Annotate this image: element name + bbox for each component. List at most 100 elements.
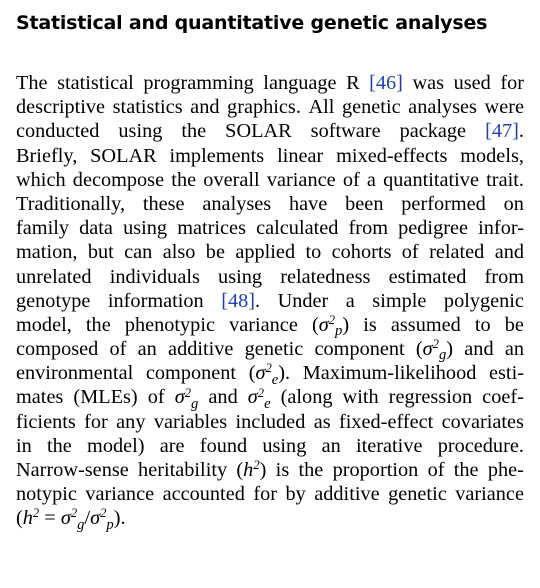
body-paragraph: The statistical programming language R [46] wa… — [16, 71, 524, 533]
word: been — [345, 192, 384, 215]
word: applied — [235, 241, 296, 264]
word: using — [218, 265, 263, 288]
word: as — [313, 410, 331, 433]
word: coef- — [482, 386, 524, 409]
word: quantitative — [383, 168, 479, 191]
word: implements — [169, 144, 265, 167]
word: is — [363, 313, 377, 336]
word: fixed-effect — [338, 410, 434, 433]
word: polygenic — [443, 289, 524, 312]
word: related — [429, 241, 485, 264]
word: variables — [153, 410, 228, 433]
word: R — [346, 72, 360, 94]
word: (along — [280, 386, 333, 409]
word: Under — [277, 289, 329, 312]
word: variance — [266, 168, 336, 191]
word: from — [484, 265, 524, 288]
word: have — [289, 192, 328, 215]
word: the — [181, 120, 207, 143]
word: covariates — [441, 410, 524, 433]
word: be — [504, 313, 524, 336]
word: estimated — [388, 265, 467, 288]
word: were — [484, 96, 524, 119]
word: and — [464, 338, 494, 361]
word: using — [123, 217, 168, 240]
word: infor- — [478, 217, 524, 240]
word: ficients — [16, 410, 76, 433]
word: mation, — [16, 241, 78, 264]
word: σ2e — [247, 385, 271, 412]
section-heading: Statistical and quantitative genetic ana… — [16, 12, 488, 34]
text-line: Narrow-sense heritability (h2) is the proport… — [16, 458, 524, 482]
citation-link[interactable]: [47] — [485, 120, 519, 143]
word: of — [427, 459, 445, 481]
word: proportion — [332, 459, 419, 481]
word: and — [208, 386, 238, 409]
word: used — [453, 72, 491, 94]
word: found — [199, 434, 248, 457]
word: included — [235, 410, 306, 433]
text-line: Briefly, SOLAR implements linear mixed-effec… — [16, 144, 524, 168]
word: and — [190, 96, 220, 119]
word: was — [412, 72, 445, 94]
word: variance — [229, 313, 298, 336]
word: to — [305, 241, 322, 264]
word: the — [298, 459, 324, 481]
text-line: composed of an additive genetic component (σ2g… — [16, 337, 524, 363]
word: language — [263, 72, 337, 94]
word: for — [500, 72, 524, 94]
word: Narrow-sense — [16, 459, 129, 481]
text-line: (h2 = σ2g/σ2p). — [16, 506, 524, 532]
citation-link[interactable]: [46] — [369, 72, 403, 94]
word: models, — [460, 144, 524, 167]
word: model, — [16, 313, 72, 336]
word: any — [116, 410, 146, 433]
word: composed — [16, 338, 99, 361]
word: statistical — [57, 72, 134, 94]
word: additive — [168, 338, 234, 361]
text-line: in the model) are found using an iterative proce… — [16, 434, 524, 458]
word: variance — [455, 483, 524, 506]
text-line: mates (MLEs) of σ2g and σ2e (along with regressi… — [16, 385, 524, 412]
word: genetic — [341, 96, 401, 119]
word: using — [262, 434, 307, 457]
word: on — [503, 192, 524, 215]
word: an — [504, 338, 524, 361]
word: of — [147, 386, 165, 409]
word: component — [314, 338, 405, 361]
word: matrices — [177, 217, 246, 240]
word: simple — [372, 289, 427, 312]
word: the — [85, 313, 111, 336]
word: the — [453, 459, 479, 481]
word: esti- — [489, 362, 524, 385]
word: cohorts — [331, 241, 392, 264]
text-line: genotype information [48]. Under a simple poly… — [16, 289, 524, 313]
word: of — [342, 168, 360, 191]
text-line: environmental component (σ2e). Maximum-like… — [16, 361, 524, 388]
word: relatedness — [280, 265, 371, 288]
word: (h2) — [236, 458, 267, 481]
word: for — [253, 483, 277, 506]
citation-link[interactable]: [48] — [221, 289, 255, 312]
word: mixed-effects — [336, 144, 448, 167]
word: of — [109, 338, 127, 361]
word: Traditionally, — [16, 192, 126, 215]
text-line: ficients for any variables included as fixed-e… — [16, 410, 524, 434]
word: trait. — [486, 168, 524, 191]
word: accounted — [162, 483, 245, 506]
word: variance — [85, 483, 155, 506]
word: The — [16, 72, 48, 94]
text-line: The statistical programming language R [46] wa… — [16, 71, 524, 95]
word: component — [145, 362, 237, 385]
text-line: notypic variance accounted for by additive gen… — [16, 482, 524, 506]
word: additive — [314, 483, 380, 506]
word: (σ2p) — [311, 312, 350, 340]
word: [47]. — [485, 120, 524, 143]
word: conducted — [16, 120, 100, 143]
word: performed — [401, 192, 486, 215]
word: iterative — [355, 434, 423, 457]
word: in — [16, 434, 32, 457]
word: with — [342, 386, 379, 409]
word: a — [366, 168, 376, 191]
word: (σ2e). — [248, 361, 291, 388]
